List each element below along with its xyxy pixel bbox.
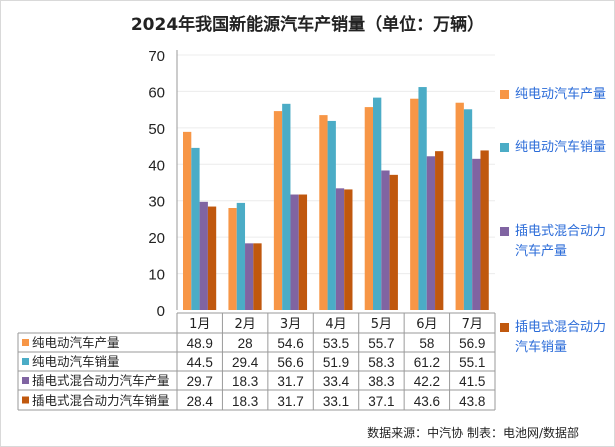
bar-3-6 <box>480 150 489 310</box>
bar-1-0 <box>191 147 200 310</box>
legend-swatch <box>500 323 509 332</box>
legend-item: 插电式混合动力汽车产量 <box>500 222 615 262</box>
table-cell: 56.9 <box>459 336 485 351</box>
table-legend-key <box>22 358 29 365</box>
table-cell: 48.9 <box>187 336 213 351</box>
bar-3-5 <box>435 151 444 310</box>
table-legend-key <box>22 377 29 384</box>
bar-0-4 <box>364 107 374 310</box>
table-cell: 43.8 <box>459 394 485 409</box>
table-cell: 58.3 <box>368 355 394 370</box>
bar-3-2 <box>298 194 308 310</box>
bar-2-1 <box>245 243 254 310</box>
y-tick-label: 0 <box>157 303 165 320</box>
table-cell: 55.7 <box>368 336 394 351</box>
table-cell: 41.5 <box>459 374 485 389</box>
bar-2-0 <box>199 201 208 310</box>
bar-2-3 <box>335 188 345 310</box>
bar-1-6 <box>463 109 473 311</box>
bar-2-2 <box>290 194 299 310</box>
table-row-label: 插电式混合动力汽车产量 <box>32 373 170 388</box>
table-cell: 29.4 <box>232 355 259 370</box>
legend-label: 插电式混合动力汽车产量 <box>515 224 607 259</box>
bar-0-2 <box>273 111 283 310</box>
y-tick-label: 60 <box>148 84 165 101</box>
category-label: 4月 <box>325 317 346 332</box>
bar-1-5 <box>418 87 427 310</box>
legend-item: 纯电动汽车销量 <box>500 138 615 158</box>
legend-item: 插电式混合动力汽车销量 <box>500 318 615 358</box>
bar-3-0 <box>207 206 217 310</box>
y-tick-label: 20 <box>148 230 165 247</box>
y-tick-label: 10 <box>148 267 165 284</box>
table-cell: 53.5 <box>323 336 349 351</box>
table-cell: 44.5 <box>187 355 213 370</box>
bar-2-5 <box>426 156 436 310</box>
table-legend-key <box>22 396 29 404</box>
table-cell: 18.3 <box>232 374 258 389</box>
bar-1-1 <box>236 202 246 310</box>
table-cell: 43.6 <box>414 394 440 409</box>
table-cell: 33.4 <box>323 374 350 389</box>
category-label: 1月 <box>189 317 210 332</box>
bar-1-4 <box>373 97 382 310</box>
bar-0-6 <box>455 102 464 310</box>
bar-0-0 <box>183 131 192 310</box>
bar-3-4 <box>389 174 398 310</box>
bar-1-3 <box>327 120 336 310</box>
legend-item: 纯电动汽车产量 <box>500 85 615 105</box>
category-label: 6月 <box>416 317 437 332</box>
table-cell: 42.2 <box>414 374 440 389</box>
bar-0-1 <box>228 208 237 310</box>
table-cell: 33.1 <box>323 394 349 409</box>
bar-1-2 <box>282 103 291 310</box>
category-label: 3月 <box>280 317 301 332</box>
table-cell: 28 <box>238 336 253 351</box>
table-legend-key <box>22 339 29 346</box>
table-cell: 38.3 <box>368 374 394 389</box>
table-cell: 28.4 <box>187 394 214 409</box>
table-cell: 18.3 <box>232 394 258 409</box>
bar-3-1 <box>253 243 262 310</box>
table-cell: 54.6 <box>277 336 303 351</box>
bar-2-6 <box>472 158 481 310</box>
bar-2-4 <box>381 170 390 310</box>
legend-swatch <box>500 143 509 152</box>
table-row-label: 纯电动汽车销量 <box>32 354 120 369</box>
table-cell: 61.2 <box>414 355 440 370</box>
legend-label: 插电式混合动力汽车销量 <box>515 320 607 355</box>
table-cell: 58 <box>419 336 434 351</box>
y-tick-label: 40 <box>148 157 165 174</box>
chart-title: 2024年我国新能源汽车产销量（单位：万辆） <box>130 15 485 35</box>
table-cell: 31.7 <box>277 374 303 389</box>
y-tick-label: 30 <box>148 194 165 211</box>
category-label: 5月 <box>371 317 392 332</box>
legend-swatch <box>500 90 509 99</box>
bar-0-3 <box>319 115 328 310</box>
y-tick-label: 70 <box>148 48 165 65</box>
table-cell: 31.7 <box>277 394 303 409</box>
table-cell: 37.1 <box>368 394 394 409</box>
category-label: 7月 <box>462 317 483 332</box>
category-label: 2月 <box>235 317 256 332</box>
table-row-label: 纯电动汽车产量 <box>32 335 120 350</box>
legend-label: 纯电动汽车销量 <box>515 140 607 155</box>
table-cell: 51.9 <box>323 355 349 370</box>
bar-3-3 <box>344 189 353 310</box>
y-tick-label: 50 <box>148 121 165 138</box>
table-row-label: 插电式混合动力汽车销量 <box>32 393 170 408</box>
source-note: 数据来源：中汽协 制表：电池网/数据部 <box>367 426 579 440</box>
table-cell: 55.1 <box>459 355 485 370</box>
table-cell: 56.6 <box>277 355 303 370</box>
legend-swatch <box>500 227 509 236</box>
bar-0-5 <box>410 98 419 310</box>
legend-label: 纯电动汽车产量 <box>515 87 607 102</box>
table-cell: 29.7 <box>187 374 213 389</box>
